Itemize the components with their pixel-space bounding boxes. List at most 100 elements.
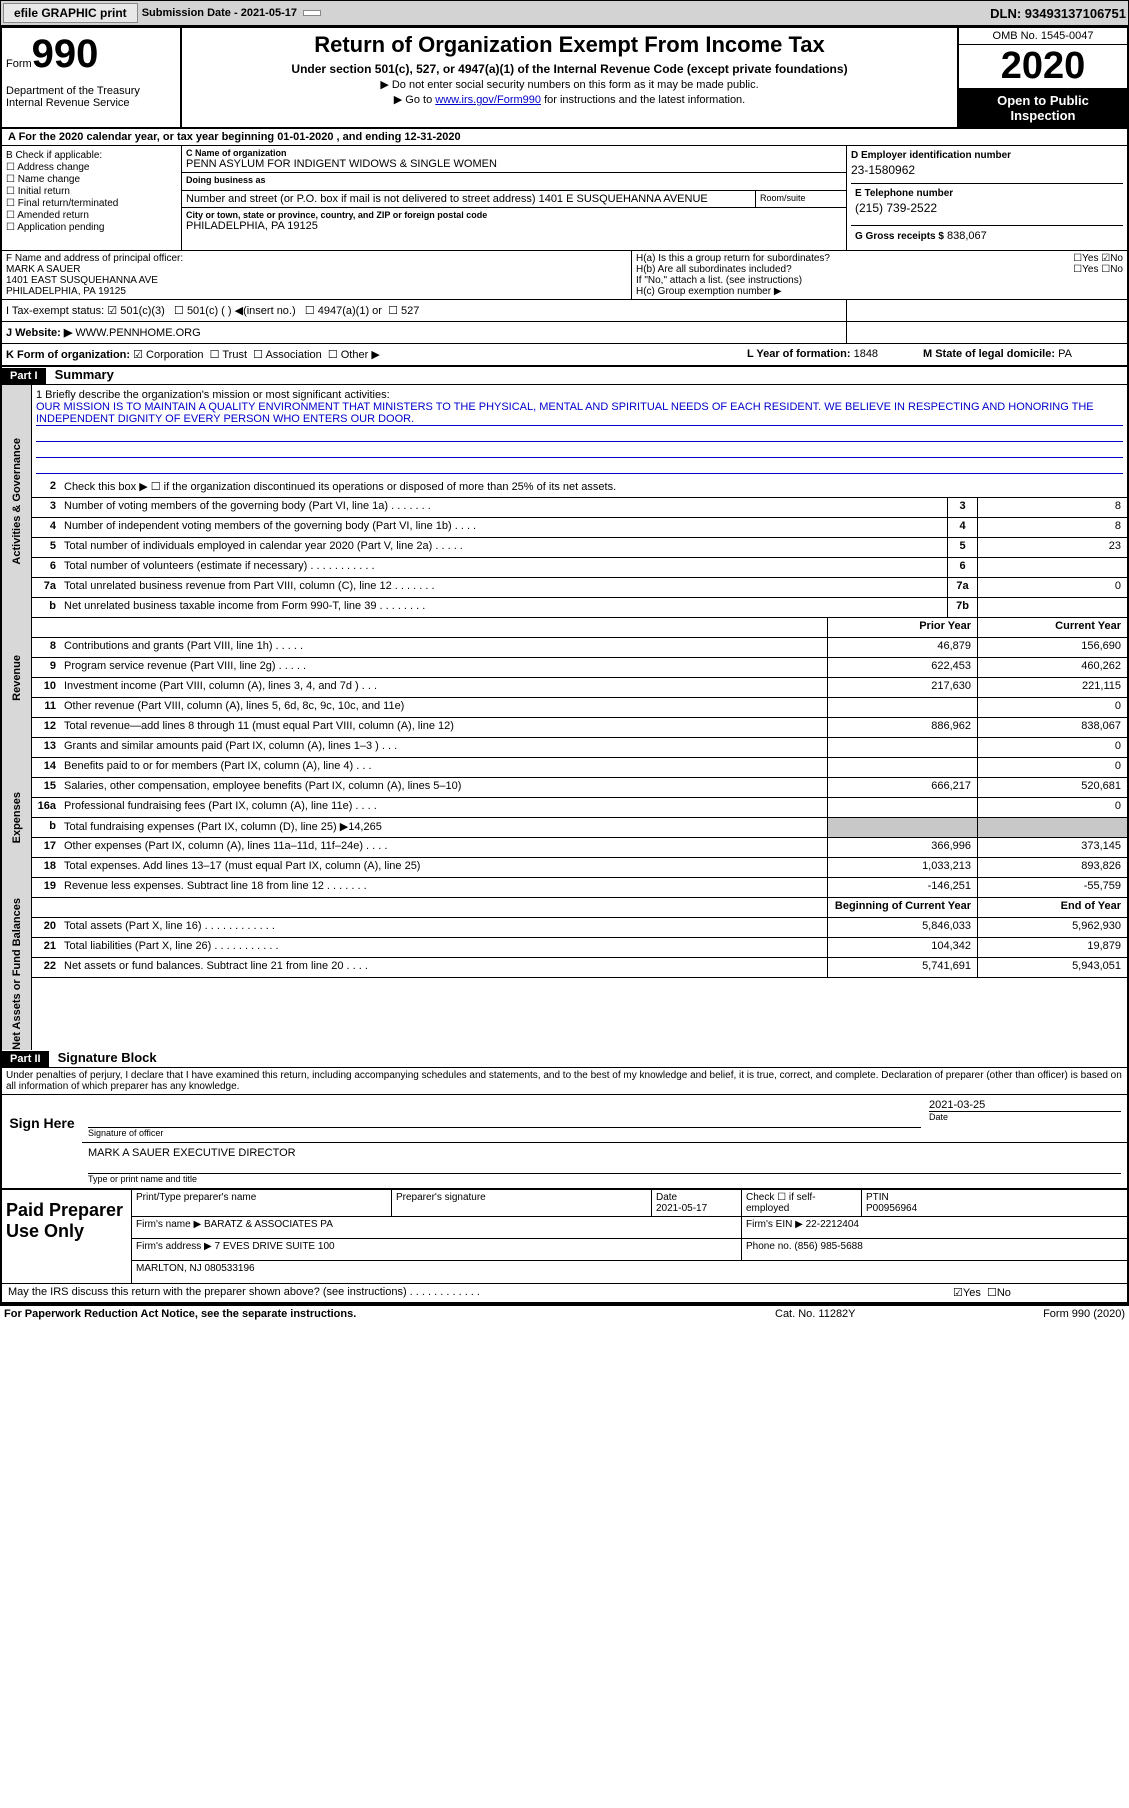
line-b: bNet unrelated business taxable income f… bbox=[32, 598, 1127, 618]
room-cell: Room/suite bbox=[756, 191, 846, 207]
gross-value: 838,067 bbox=[947, 230, 987, 242]
sig-date-cell: 2021-03-25 Date bbox=[925, 1097, 1125, 1140]
mission-block: 1 Briefly describe the organization's mi… bbox=[32, 385, 1127, 478]
j-right-empty bbox=[847, 322, 1127, 343]
sig-name-row: MARK A SAUER EXECUTIVE DIRECTOR Type or … bbox=[82, 1143, 1127, 1188]
l-year: L Year of formation: 1848 bbox=[743, 348, 923, 361]
prep-line4: MARLTON, NJ 080533196 bbox=[132, 1261, 1127, 1283]
instr-link-row: ▶ Go to www.irs.gov/Form990 for instruct… bbox=[186, 93, 953, 106]
gross-label: G Gross receipts $ bbox=[855, 231, 944, 242]
f-officer: F Name and address of principal officer:… bbox=[2, 251, 632, 299]
vert-label-ag: Activities & Governance bbox=[2, 385, 32, 618]
check-amended-return[interactable]: ☐ Amended return bbox=[6, 210, 177, 221]
form-ref: Form 990 (2020) bbox=[975, 1308, 1125, 1320]
line-2: 2Check this box ▶ ☐ if the organization … bbox=[32, 478, 1127, 498]
ag-body: 1 Briefly describe the organization's mi… bbox=[32, 385, 1127, 618]
exp-body: 13Grants and similar amounts paid (Part … bbox=[32, 738, 1127, 898]
dba-row: Doing business as bbox=[182, 173, 846, 191]
prep-line1: Print/Type preparer's name Preparer's si… bbox=[132, 1190, 1127, 1217]
col-b-checkboxes: B Check if applicable: ☐ Address change … bbox=[2, 146, 182, 250]
ha-yesno: ☐Yes ☑No bbox=[1073, 253, 1123, 264]
discuss-text: May the IRS discuss this return with the… bbox=[2, 1284, 947, 1302]
pra-notice: For Paperwork Reduction Act Notice, see … bbox=[4, 1308, 775, 1320]
form-word: Form bbox=[6, 58, 32, 70]
row-fh: F Name and address of principal officer:… bbox=[2, 251, 1127, 300]
end-year-hdr: End of Year bbox=[977, 898, 1127, 917]
section-netassets: Net Assets or Fund Balances Beginning of… bbox=[2, 898, 1127, 1050]
begin-year-hdr: Beginning of Current Year bbox=[827, 898, 977, 917]
i-tax-status: I Tax-exempt status: ☑ 501(c)(3) ☐ 501(c… bbox=[2, 300, 847, 321]
tax-year: 2020 bbox=[959, 45, 1127, 89]
line-20: 20Total assets (Part X, line 16) . . . .… bbox=[32, 918, 1127, 938]
prep-right: Print/Type preparer's name Preparer's si… bbox=[132, 1190, 1127, 1283]
line-22: 22Net assets or fund balances. Subtract … bbox=[32, 958, 1127, 978]
row-i: I Tax-exempt status: ☑ 501(c)(3) ☐ 501(c… bbox=[2, 300, 1127, 322]
check-name-change[interactable]: ☐ Name change bbox=[6, 174, 177, 185]
prep-line3: Firm's address ▶ 7 EVES DRIVE SUITE 100 … bbox=[132, 1239, 1127, 1261]
sig-officer-label: Signature of officer bbox=[88, 1127, 921, 1138]
city-label: City or town, state or province, country… bbox=[186, 210, 842, 220]
tel-label: E Telephone number bbox=[855, 188, 1119, 199]
prep-sig-label: Preparer's signature bbox=[392, 1190, 652, 1216]
check-application-pending[interactable]: ☐ Application pending bbox=[6, 222, 177, 233]
irs-link[interactable]: www.irs.gov/Form990 bbox=[435, 94, 541, 106]
sign-here-label: Sign Here bbox=[2, 1095, 82, 1188]
line-b: bTotal fundraising expenses (Part IX, co… bbox=[32, 818, 1127, 838]
vert-label-net: Net Assets or Fund Balances bbox=[2, 898, 32, 1050]
instr-post: for instructions and the latest informat… bbox=[541, 94, 745, 106]
line-18: 18Total expenses. Add lines 13–17 (must … bbox=[32, 858, 1127, 878]
f-label: F Name and address of principal officer: bbox=[6, 253, 627, 264]
line-5: 5Total number of individuals employed in… bbox=[32, 538, 1127, 558]
ein-value: 23-1580962 bbox=[851, 163, 1123, 177]
row-j: J Website: ▶ WWW.PENNHOME.ORG bbox=[2, 322, 1127, 344]
city-row: City or town, state or province, country… bbox=[182, 208, 846, 234]
line-11: 11Other revenue (Part VIII, column (A), … bbox=[32, 698, 1127, 718]
rev-header-row: Prior Year Current Year bbox=[32, 618, 1127, 638]
hb-yesno: ☐Yes ☐No bbox=[1073, 264, 1123, 275]
part1-title: Summary bbox=[55, 367, 114, 382]
firm-addr-cell: Firm's address ▶ 7 EVES DRIVE SUITE 100 bbox=[132, 1239, 742, 1260]
efile-button[interactable]: efile GRAPHIC print bbox=[3, 3, 138, 23]
instr-pre: ▶ Go to bbox=[394, 94, 435, 106]
tel-value: (215) 739-2522 bbox=[855, 201, 1119, 215]
line-16a: 16aProfessional fundraising fees (Part I… bbox=[32, 798, 1127, 818]
net-header-row: Beginning of Current Year End of Year bbox=[32, 898, 1127, 918]
line-10: 10Investment income (Part VIII, column (… bbox=[32, 678, 1127, 698]
block-bcd: B Check if applicable: ☐ Address change … bbox=[2, 146, 1127, 251]
part2-badge: Part II bbox=[2, 1051, 49, 1067]
col-d-ein-tel: D Employer identification number 23-1580… bbox=[847, 146, 1127, 250]
form-title: Return of Organization Exempt From Incom… bbox=[186, 32, 953, 58]
h-group: H(a) Is this a group return for subordin… bbox=[632, 251, 1127, 299]
hc-row: H(c) Group exemption number ▶ bbox=[636, 286, 1123, 297]
gross-block: G Gross receipts $ 838,067 bbox=[851, 225, 1123, 246]
discuss-yesno: ☑Yes ☐No bbox=[947, 1284, 1127, 1302]
mission-blank1 bbox=[36, 426, 1123, 442]
line-8: 8Contributions and grants (Part VIII, li… bbox=[32, 638, 1127, 658]
omb-number: OMB No. 1545-0047 bbox=[959, 28, 1127, 45]
dept-label: Department of the Treasury Internal Reve… bbox=[6, 85, 176, 109]
f-addr1: 1401 EAST SUSQUEHANNA AVE bbox=[6, 275, 627, 286]
line-6: 6Total number of volunteers (estimate if… bbox=[32, 558, 1127, 578]
prep-check-cell: Check ☐ if self-employed bbox=[742, 1190, 862, 1216]
hb-note: If "No," attach a list. (see instruction… bbox=[636, 275, 1123, 286]
form-header: Form990 Department of the Treasury Inter… bbox=[2, 28, 1127, 129]
year-block: OMB No. 1545-0047 2020 Open to Public In… bbox=[957, 28, 1127, 127]
f-name: MARK A SAUER bbox=[6, 264, 627, 275]
line-9: 9Program service revenue (Part VIII, lin… bbox=[32, 658, 1127, 678]
paid-preparer-label: Paid Preparer Use Only bbox=[2, 1190, 132, 1283]
part2-title: Signature Block bbox=[58, 1050, 157, 1065]
check-initial-return[interactable]: ☐ Initial return bbox=[6, 186, 177, 197]
tel-block: E Telephone number (215) 739-2522 bbox=[851, 183, 1123, 219]
part2-header: Part II Signature Block bbox=[2, 1050, 1127, 1068]
sign-right: Signature of officer 2021-03-25 Date MAR… bbox=[82, 1095, 1127, 1188]
k-form-org: K Form of organization: ☑ Corporation ☐ … bbox=[6, 348, 743, 361]
rev-body: Prior Year Current Year 8Contributions a… bbox=[32, 618, 1127, 738]
hb-row: H(b) Are all subordinates included?☐Yes … bbox=[636, 264, 1123, 275]
sig-officer-cell: Signature of officer bbox=[84, 1097, 925, 1140]
check-address-change[interactable]: ☐ Address change bbox=[6, 162, 177, 173]
line-4: 4Number of independent voting members of… bbox=[32, 518, 1127, 538]
check-final-return[interactable]: ☐ Final return/terminated bbox=[6, 198, 177, 209]
addr-value: 1401 E SUSQUEHANNA AVENUE bbox=[539, 193, 708, 205]
form-990: Form990 Department of the Treasury Inter… bbox=[0, 26, 1129, 1306]
line-17: 17Other expenses (Part IX, column (A), l… bbox=[32, 838, 1127, 858]
